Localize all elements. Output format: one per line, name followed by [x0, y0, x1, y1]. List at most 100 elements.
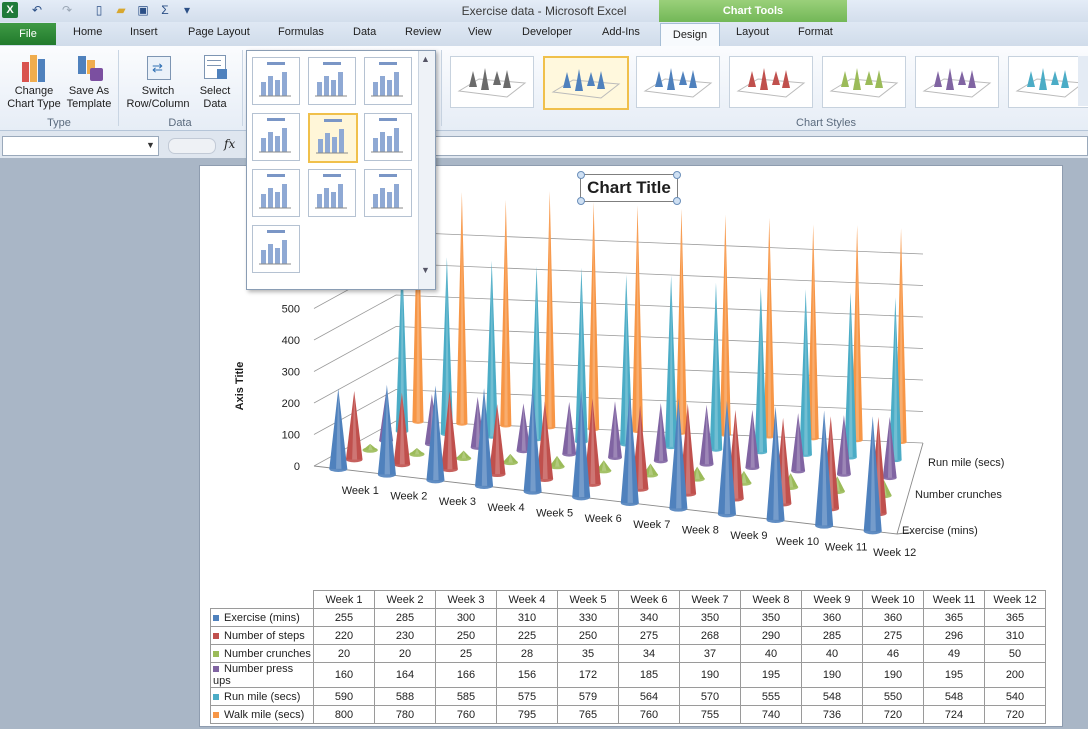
tab-format[interactable]: Format — [798, 26, 833, 38]
tab-review[interactable]: Review — [405, 26, 442, 38]
cone-highlight — [590, 398, 596, 484]
open-folder-icon[interactable]: ▰ — [116, 3, 126, 17]
chart-cone — [836, 415, 851, 475]
style-cone-icon — [469, 71, 477, 87]
cone-highlight — [336, 388, 342, 469]
group-separator — [118, 50, 119, 126]
chart-style-2[interactable] — [543, 56, 629, 110]
style-cone-icon — [772, 71, 780, 85]
chart-layout-6[interactable] — [364, 113, 412, 161]
scroll-down-icon[interactable]: ▼ — [421, 265, 430, 275]
tab-page-layout[interactable]: Page Layout — [188, 26, 250, 38]
select-data-button[interactable]: Select Data — [196, 52, 234, 111]
chart-layout-8[interactable] — [308, 169, 356, 217]
series-label-cell: Number press ups — [210, 662, 314, 688]
resize-handle[interactable] — [673, 197, 681, 205]
tab-home[interactable]: Home — [73, 26, 103, 38]
select-data-label-1: Select — [199, 85, 231, 97]
switch-row-column-button[interactable]: ⇄ Switch Row/Column — [122, 52, 194, 111]
chart-layout-gallery[interactable]: ▲ ▼ — [246, 50, 436, 290]
save-icon[interactable]: ▣ — [137, 3, 149, 17]
table-row: Number crunches 20 20 25 28 35 34 37 40 40 46 49 50 — [210, 644, 1046, 663]
autosum-icon[interactable]: Σ — [161, 3, 169, 17]
chart-layout-4[interactable] — [252, 113, 300, 161]
chart-cone — [523, 387, 542, 492]
tab-insert[interactable]: Insert — [130, 26, 158, 38]
cone-highlight — [780, 417, 786, 504]
table-cell: 300 — [435, 608, 497, 627]
chart-style-7[interactable] — [1008, 56, 1088, 108]
chart-style-6[interactable] — [915, 56, 999, 108]
tab-add-ins[interactable]: Add-Ins — [602, 26, 640, 38]
tab-data[interactable]: Data — [353, 26, 377, 38]
save-as-template-button[interactable]: Save As Template — [64, 52, 114, 111]
new-file-icon[interactable]: ▯ — [95, 3, 103, 17]
style-cone-icon — [853, 68, 861, 90]
style-cone-icon — [493, 71, 501, 85]
depth-axis-label: Exercise (mins) — [902, 525, 978, 537]
style-cone-icon — [1039, 68, 1047, 90]
x-axis-label: Week 9 — [730, 530, 767, 542]
vertical-axis-title[interactable]: Axis Title — [234, 362, 246, 411]
chart-style-4[interactable] — [729, 56, 813, 108]
x-axis-label: Week 12 — [873, 547, 916, 559]
table-header-cell: Week 3 — [435, 590, 497, 609]
chart-layout-3[interactable] — [364, 57, 412, 105]
x-axis-label: Week 10 — [776, 536, 819, 548]
cone-highlight — [535, 266, 539, 440]
cone-highlight — [475, 396, 481, 448]
insert-function-icon[interactable]: fx — [224, 137, 236, 151]
name-box-dropdown-icon[interactable]: ▼ — [146, 140, 155, 150]
y-tick-label: 500 — [282, 304, 300, 316]
tab-file[interactable]: File — [0, 23, 56, 45]
chart-cone — [588, 202, 600, 430]
resize-handle[interactable] — [577, 197, 585, 205]
chart-cone — [675, 208, 688, 433]
redo-icon[interactable]: ↷ — [61, 3, 73, 17]
table-cell: 156 — [496, 662, 558, 688]
chart-cone — [669, 398, 688, 509]
resize-handle[interactable] — [577, 171, 585, 179]
change-chart-type-button[interactable]: Change Chart Type — [6, 52, 62, 111]
tab-developer[interactable]: Developer — [522, 26, 573, 38]
chart-layout-7[interactable] — [252, 169, 300, 217]
cone-highlight — [767, 217, 772, 437]
chart-cone — [536, 401, 554, 480]
cone-highlight — [773, 406, 779, 520]
chart-cone — [572, 390, 591, 498]
chart-style-3[interactable] — [636, 56, 720, 108]
chart-styles-scroll[interactable] — [1078, 56, 1088, 106]
switch-row-column-icon: ⇄ — [143, 52, 173, 82]
ribbon-tab-row — [0, 22, 1088, 46]
tab-view[interactable]: View — [468, 26, 492, 38]
customize-quick-access-icon[interactable]: ▾ — [183, 3, 191, 17]
resize-handle[interactable] — [673, 171, 681, 179]
y-tick-label: 100 — [282, 430, 300, 442]
undo-icon[interactable]: ↶ — [31, 3, 43, 17]
gallery-scrollbar[interactable]: ▲ ▼ — [418, 51, 435, 289]
chart-layout-1[interactable] — [252, 57, 300, 105]
chart-layout-5[interactable] — [308, 113, 358, 163]
cone-highlight — [461, 450, 467, 459]
chart-layout-9[interactable] — [364, 169, 412, 217]
chart-cone — [485, 260, 498, 437]
chart-layout-2[interactable] — [308, 57, 356, 105]
scroll-up-icon[interactable]: ▲ — [421, 54, 430, 64]
tab-design[interactable]: Design — [660, 23, 720, 47]
cone-highlight — [555, 455, 560, 467]
tab-layout[interactable]: Layout — [736, 26, 770, 38]
table-cell: 350 — [679, 608, 741, 627]
y-axis-ticks: 0100200300400500600 — [282, 272, 300, 473]
select-data-icon — [200, 52, 230, 82]
chart-style-1[interactable] — [450, 56, 534, 108]
table-cell: 296 — [923, 626, 985, 645]
chart-tools-context-header: Chart Tools — [659, 0, 847, 24]
chart-title-box[interactable]: Chart Title — [577, 171, 681, 205]
cone-highlight — [887, 416, 893, 478]
tab-formulas[interactable]: Formulas — [278, 26, 324, 38]
formula-bar-expander[interactable] — [168, 138, 216, 154]
chart-style-5[interactable] — [822, 56, 906, 108]
name-box[interactable] — [2, 136, 159, 156]
chart-layout-10[interactable] — [252, 225, 300, 273]
